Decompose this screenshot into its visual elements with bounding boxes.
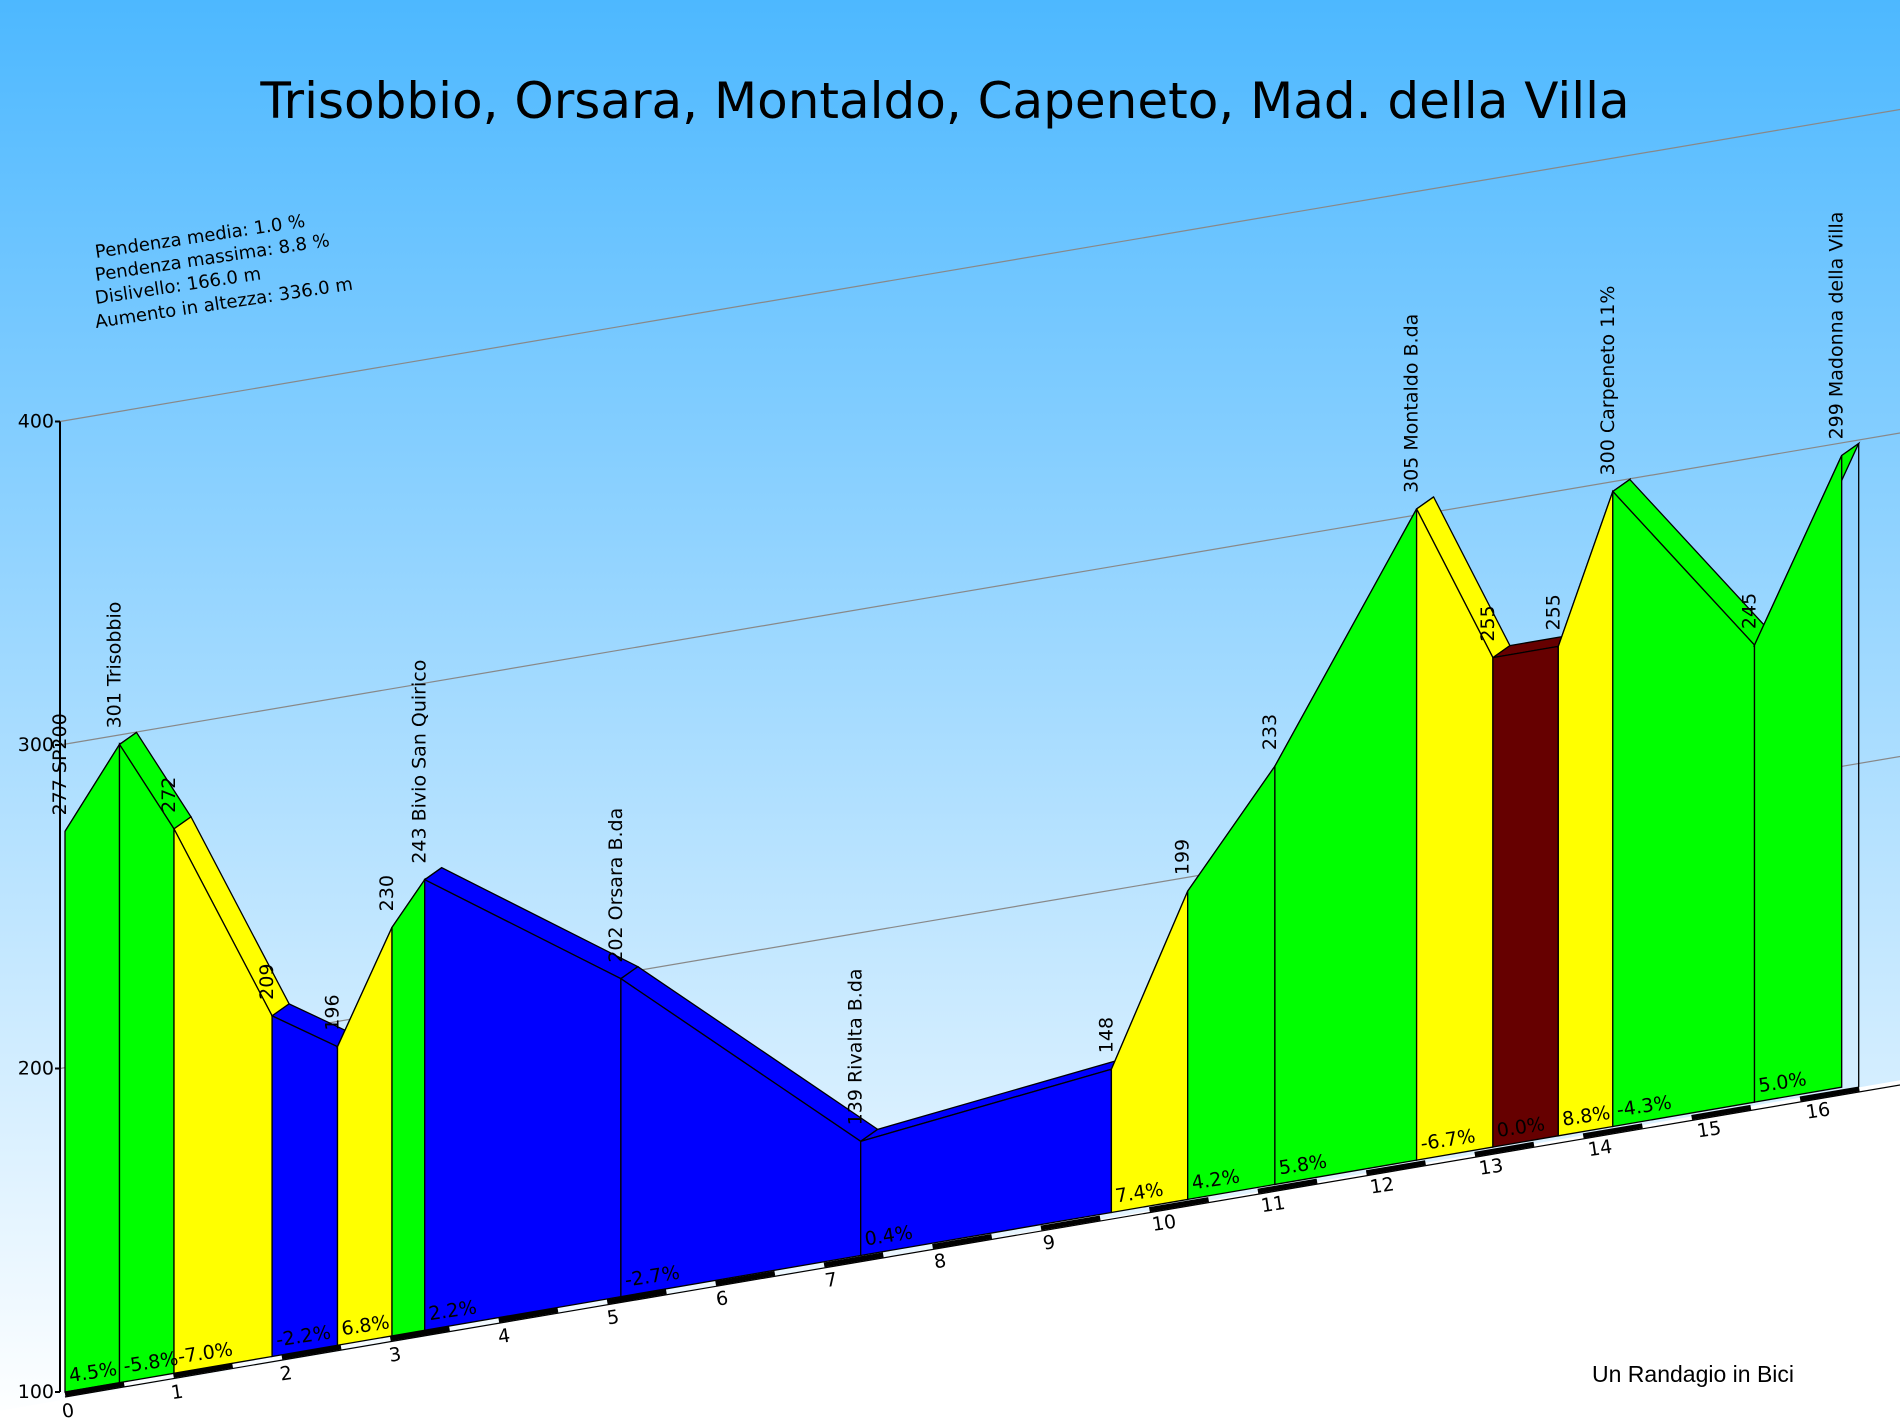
x-tick-label-13: 13 [1477, 1155, 1504, 1180]
segment-front-13 [1492, 645, 1559, 1148]
point-label-9: 148 [1095, 1017, 1117, 1053]
y-tick-label-400: 400 [18, 411, 54, 433]
point-label-14: 255 [1542, 594, 1564, 630]
y-tick-label-200: 200 [18, 1058, 54, 1080]
x-tick-label-10: 10 [1150, 1211, 1177, 1236]
point-label-15: 300 Carpeneto 11% [1597, 286, 1619, 476]
segment-front-5 [391, 877, 426, 1337]
x-tick-label-14: 14 [1586, 1136, 1613, 1161]
x-tick-label-9: 9 [1041, 1231, 1056, 1255]
credit-text: Un Randagio in Bici [1592, 1361, 1794, 1387]
x-tick-label-12: 12 [1368, 1173, 1395, 1198]
x-tick-label-2: 2 [278, 1362, 293, 1386]
y-tick-label-100: 100 [18, 1381, 54, 1403]
segment-front-3 [271, 1014, 339, 1358]
point-label-11: 233 [1259, 714, 1281, 750]
x-axis-edge [64, 1084, 1900, 1398]
grid-line-300 [59, 432, 1900, 746]
y-axis: 100 200 300 400 [18, 411, 61, 1403]
point-label-4: 196 [322, 994, 344, 1030]
segment-front-0 [64, 742, 121, 1393]
x-tick-label-5: 5 [605, 1306, 620, 1330]
x-tick-label-11: 11 [1259, 1192, 1286, 1217]
x-tick-label-15: 15 [1695, 1117, 1722, 1142]
point-label-6: 243 Bivio San Quirico [409, 660, 431, 864]
point-label-17: 299 Madonna della Villa [1826, 212, 1848, 440]
point-label-12: 305 Montaldo B.da [1401, 314, 1423, 493]
x-tick-label-7: 7 [823, 1268, 838, 1292]
point-label-16: 245 [1739, 593, 1761, 629]
point-label-5: 230 [376, 875, 398, 911]
point-label-8: 139 Rivalta B.da [845, 968, 867, 1125]
x-tick-label-4: 4 [496, 1325, 511, 1349]
x-axis-line [64, 1079, 1900, 1397]
x-tick-label-0: 0 [60, 1399, 75, 1423]
point-label-10: 199 [1172, 839, 1194, 875]
point-label-13: 255 [1477, 605, 1499, 641]
point-label-7: 202 Orsara B.da [605, 808, 627, 963]
ground-plane [0, 1080, 1900, 1425]
grid-line-400 [59, 108, 1900, 423]
x-tick-label-16: 16 [1804, 1098, 1831, 1123]
profile-segments [64, 441, 1861, 1393]
segment-front-1 [118, 742, 175, 1384]
x-tick-label-6: 6 [714, 1287, 729, 1311]
x-tick-label-8: 8 [932, 1250, 947, 1274]
y-tick-label-300: 300 [18, 734, 54, 756]
point-label-3: 209 [256, 964, 278, 1000]
chart-title: Trisobbio, Orsara, Montaldo, Capeneto, M… [259, 72, 1629, 130]
point-label-2: 272 [158, 777, 180, 813]
point-label-0: 277 SP200 [49, 713, 71, 815]
segment-front-16 [1753, 455, 1843, 1103]
x-tick-label-3: 3 [387, 1343, 402, 1367]
x-tick-label-1: 1 [169, 1381, 184, 1405]
point-label-1: 301 Trisobbio [104, 602, 126, 729]
